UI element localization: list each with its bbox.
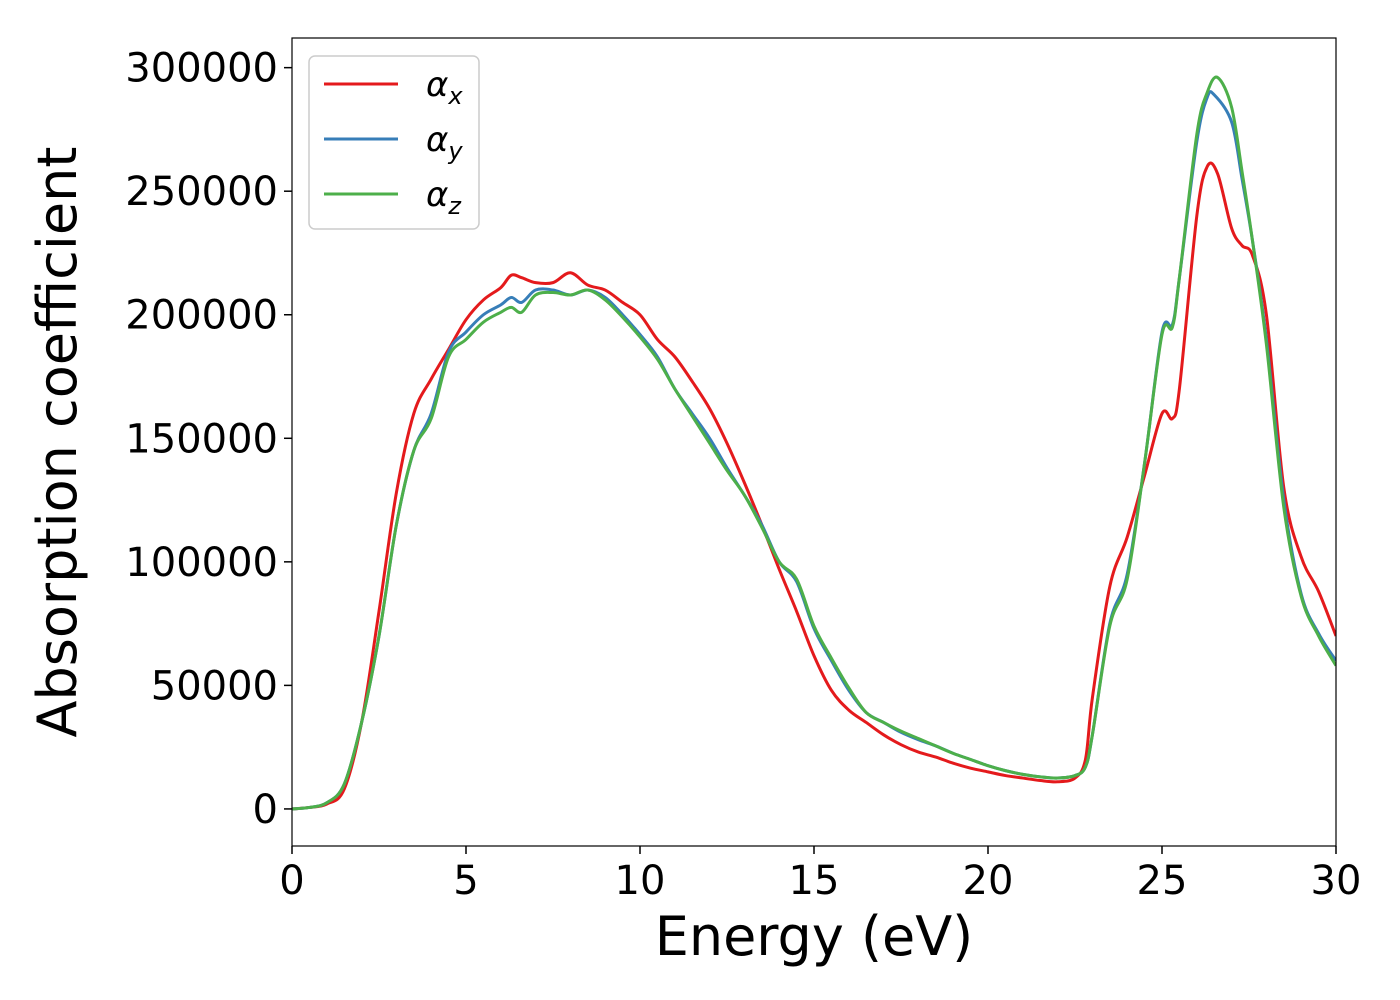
- y-axis-title: Absorption coefficient: [26, 147, 89, 738]
- legend-label-z: αz: [426, 175, 462, 220]
- series-line-z: [292, 75, 1336, 811]
- x-tick-label: 5: [453, 858, 478, 904]
- y-tick-label: 250000: [125, 169, 278, 215]
- y-tick-label: 200000: [125, 293, 278, 339]
- x-tick-label: 25: [1137, 858, 1188, 904]
- y-tick-label: 150000: [125, 416, 278, 462]
- legend-box: [308, 55, 480, 230]
- y-tick-label: 300000: [125, 46, 278, 92]
- x-axis-ticks: 0 5 10 15 20 25 30: [279, 846, 1361, 904]
- x-tick-label: 10: [615, 858, 666, 904]
- legend-label-y: αy: [426, 120, 463, 165]
- y-tick-label: 0: [253, 787, 278, 833]
- x-axis-title: Energy (eV): [655, 905, 974, 968]
- legend: αx αy αz: [308, 55, 480, 230]
- legend-label-x: αx: [426, 65, 463, 110]
- x-tick-label: 20: [963, 858, 1014, 904]
- y-tick-label: 50000: [151, 663, 278, 709]
- x-tick-label: 30: [1311, 858, 1362, 904]
- series-line-x: [292, 161, 1336, 811]
- y-tick-label: 100000: [125, 540, 278, 586]
- x-tick-label: 0: [279, 858, 304, 904]
- series-layer: [292, 75, 1336, 811]
- x-tick-label: 15: [789, 858, 840, 904]
- y-axis-ticks: 0 50000 100000 150000 200000 250000 300000: [125, 46, 292, 833]
